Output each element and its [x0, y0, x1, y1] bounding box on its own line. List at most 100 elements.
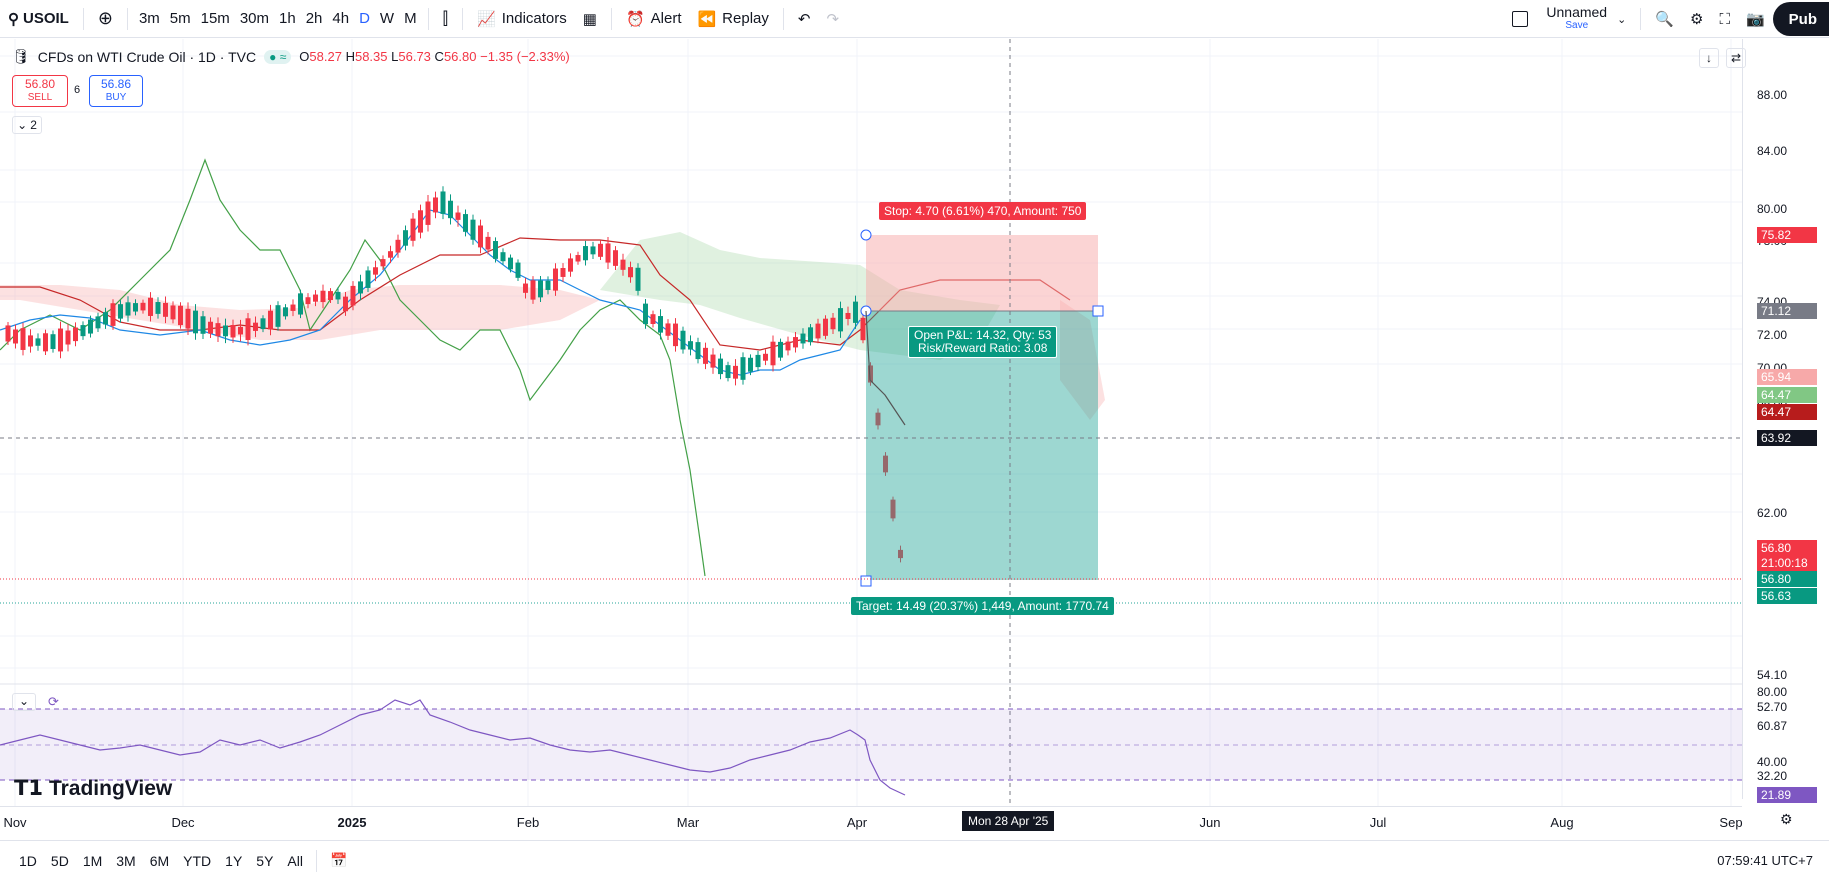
rsi-refresh-icon[interactable]: ⟳ [48, 694, 59, 709]
price-axis[interactable]: 88.0084.0080.0078.0074.0072.0070.0068.00… [1742, 39, 1829, 803]
candle-body [418, 210, 423, 233]
buy-label: BUY [105, 92, 127, 103]
candle-body [680, 330, 686, 350]
candle-body [575, 255, 581, 262]
interval-w[interactable]: W [379, 10, 395, 27]
clock[interactable]: 07:59:41 UTC+7 [1717, 853, 1813, 868]
candle-body [215, 323, 221, 337]
redo-icon: ↷ [826, 10, 840, 28]
interval-m[interactable]: M [404, 10, 417, 27]
templates-button[interactable]: ▦ [575, 0, 605, 38]
range-1y[interactable]: 1Y [225, 852, 243, 869]
candle-body [748, 357, 753, 372]
interval-2h[interactable]: 2h [305, 10, 323, 27]
candle-body [545, 280, 551, 290]
range-1m[interactable]: 1M [82, 852, 103, 869]
candle-body [673, 323, 678, 347]
publish-button[interactable]: Pub [1772, 2, 1829, 36]
goto-date-button[interactable]: 📅 [323, 852, 354, 869]
range-5d[interactable]: 5D [50, 852, 69, 869]
candle-body [58, 328, 63, 352]
candle-body [298, 293, 303, 315]
candle-body [133, 303, 138, 312]
interval-3m[interactable]: 3m [138, 10, 160, 27]
candle-body [410, 218, 416, 241]
candle-body [440, 191, 446, 214]
range-ytd[interactable]: YTD [183, 852, 212, 869]
tv-logo-icon: 𝗧𝟭 [14, 777, 43, 800]
time-tick: Sep [1719, 815, 1743, 830]
price-tag: 75.82 [1757, 227, 1817, 243]
interval-d[interactable]: D [359, 10, 370, 27]
candles [5, 186, 903, 563]
candle-body [260, 318, 266, 330]
main-chart[interactable] [0, 39, 1829, 839]
candle-body [643, 303, 648, 325]
candle-body [470, 219, 476, 240]
candle-body [733, 365, 738, 379]
price-tag: 71.12 [1757, 303, 1817, 319]
candle-body [455, 212, 461, 220]
candle-body [275, 305, 281, 327]
candle-body [763, 353, 768, 361]
symbol-search[interactable]: ⚲ USOIL [0, 0, 77, 38]
candle-body [605, 243, 611, 263]
range-6m[interactable]: 6M [149, 852, 170, 869]
candle-body [875, 412, 881, 426]
range-1d[interactable]: 1D [19, 852, 37, 869]
chevron-down-icon: ⌄ [17, 118, 28, 132]
cloud-red-right [1060, 300, 1105, 420]
range-5y[interactable]: 5Y [256, 852, 274, 869]
interval-30m[interactable]: 30m [239, 10, 269, 27]
candle-body [155, 302, 161, 314]
candle-body [268, 310, 273, 330]
symbol-title[interactable]: CFDs on WTI Crude Oil · 1D · TVC [37, 48, 257, 65]
replay-button[interactable]: ⏪ Replay [689, 0, 776, 38]
candle-body [658, 316, 663, 333]
settings-button[interactable]: ⚙ [1682, 0, 1711, 38]
indicators-button[interactable]: 📈 Indicators [469, 0, 575, 38]
candle-body [710, 354, 716, 368]
sell-price: 56.80 [24, 77, 56, 91]
undo-button[interactable]: ↶ [790, 0, 819, 38]
candle-body [313, 294, 318, 302]
chikou-line [0, 158, 706, 577]
ohlc-values: O58.27 H58.35 L56.73 C56.80 −1.35 (−2.33… [299, 49, 570, 64]
chart-type-button[interactable]: ⫿ [435, 0, 456, 38]
candle-body [493, 241, 498, 259]
candle-body [170, 305, 176, 320]
interval-5m[interactable]: 5m [169, 10, 191, 27]
alert-button[interactable]: ⏰ Alert [618, 0, 690, 38]
buy-button[interactable]: 56.86 BUY [89, 75, 143, 107]
candle-body [688, 341, 693, 350]
candle-body [515, 262, 521, 278]
compare-add-button[interactable]: ⊕ [90, 0, 121, 38]
gear-icon: ⚙ [1690, 11, 1704, 28]
chart-top-right-sync-button[interactable]: ⇄ [1726, 48, 1746, 68]
candle-body [95, 316, 101, 329]
candles-icon: ⫿ [442, 8, 449, 28]
redo-button[interactable]: ↷ [818, 0, 847, 38]
rsi-collapse-button[interactable]: ⌄ [12, 693, 36, 711]
candle-body [28, 335, 33, 347]
quick-search-button[interactable]: 🔍 [1647, 0, 1682, 38]
price-tick: 88.00 [1757, 88, 1788, 102]
candle-body [373, 267, 378, 275]
range-3m[interactable]: 3M [116, 852, 136, 869]
time-tick: 2025 [337, 815, 367, 830]
collapse-indicators-button[interactable]: ⌄ 2 [12, 116, 42, 134]
candle-body [815, 323, 821, 339]
fullscreen-button[interactable]: ⛶ [1711, 0, 1738, 38]
chart-top-right-down-button[interactable]: ↓ [1699, 48, 1719, 68]
sell-button[interactable]: 56.80 SELL [12, 75, 68, 107]
snapshot-button[interactable]: 📷 [1738, 0, 1773, 38]
interval-4h[interactable]: 4h [332, 10, 350, 27]
interval-1h[interactable]: 1h [279, 10, 296, 27]
layout-select[interactable]: Unnamed Save ⌄ [1504, 0, 1634, 38]
range-all[interactable]: All [287, 852, 303, 869]
chevron-down-icon: ⌄ [1617, 13, 1627, 26]
time-axis-settings-icon[interactable]: ⚙ [1780, 811, 1793, 827]
time-axis[interactable]: Mon 28 Apr '25 ⚙ Nov Dec 2025 Feb Mar Apr Jun J… [0, 806, 1793, 834]
interval-15m[interactable]: 15m [200, 10, 230, 27]
chart-legend: 🛢 CFDs on WTI Crude Oil · 1D · TVC ● ≈ O… [12, 48, 570, 65]
